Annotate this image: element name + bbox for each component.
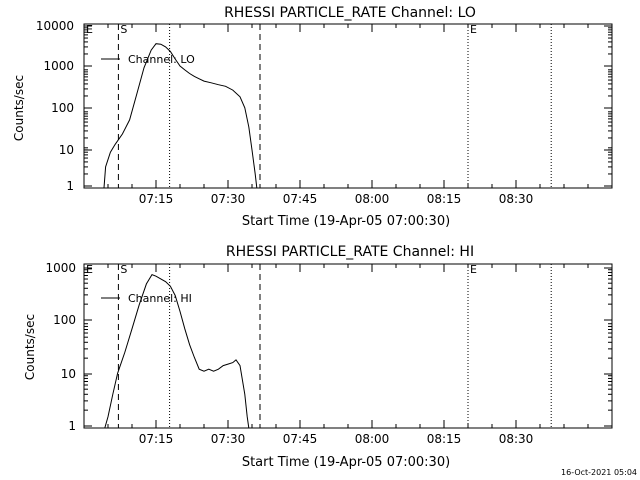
y-tick-label: 1: [66, 179, 74, 193]
y-tick-label: 1000: [43, 59, 74, 73]
x-tick-label: 08:30: [499, 192, 534, 206]
panel-hi-ylabel: Counts/sec: [23, 314, 37, 380]
panel-lo-title: RHESSI PARTICLE_RATE Channel: LO: [224, 5, 476, 21]
panel-hi-xlabel: Start Time (19-Apr-05 07:00:30): [242, 455, 450, 470]
panel-lo-ylabel: Counts/sec: [12, 75, 26, 141]
series-line-channel-hi: [104, 273, 250, 429]
event-marker-label: S: [120, 23, 127, 36]
x-tick-label: 08:00: [355, 192, 390, 206]
event-marker-label: E: [86, 23, 93, 36]
y-tick-label: 1: [68, 419, 76, 433]
panel-hi-title: RHESSI PARTICLE_RATE Channel: HI: [226, 244, 474, 260]
x-tick-label: 07:30: [211, 432, 246, 446]
event-marker-label: E: [470, 263, 477, 276]
series-line-channel-lo: [103, 43, 258, 188]
x-tick-label: 07:15: [139, 192, 174, 206]
x-tick-label: 08:00: [355, 432, 390, 446]
event-marker-label: E: [86, 263, 93, 276]
x-tick-label: 08:15: [427, 192, 462, 206]
panel-hi-legend-label: Channel: HI: [128, 292, 192, 305]
x-tick-label: 07:30: [211, 192, 246, 206]
y-tick-label: 1000: [45, 261, 76, 275]
x-tick-label: 07:45: [283, 192, 318, 206]
x-tick-label: 07:45: [283, 432, 318, 446]
panel-hi-plot-frame: [83, 263, 613, 429]
panel-lo-plot-frame: [83, 23, 613, 189]
y-tick-label: 10000: [36, 19, 74, 33]
panel-lo-series: [103, 43, 258, 188]
footer-timestamp: 16-Oct-2021 05:04: [561, 468, 637, 477]
panel-lo-xlabel: Start Time (19-Apr-05 07:00:30): [242, 214, 450, 229]
x-tick-label: 07:15: [139, 432, 174, 446]
panel-hi-ticks: 07:15 07:30 07:45 08:00 08:15 08:30 1 10 100 1000: [45, 261, 612, 446]
y-tick-label: 100: [51, 101, 74, 115]
panel-hi: RHESSI PARTICLE_RATE Channel: HI E S E 07:…: [23, 244, 613, 470]
panel-lo-ticks: 07:15 07:30 07:45 08:00 08:15 08:30 1 10 100 1000…: [36, 19, 612, 206]
x-tick-label: 08:30: [499, 432, 534, 446]
y-tick-label: 100: [53, 313, 76, 327]
panel-hi-series: [104, 273, 250, 429]
event-marker-label: S: [120, 263, 127, 276]
x-tick-label: 08:15: [427, 432, 462, 446]
y-tick-label: 10: [61, 367, 76, 381]
panel-lo-legend-label: Channel: LO: [128, 53, 195, 66]
panel-lo: RHESSI PARTICLE_RATE Channel: LO E S E 07:…: [12, 5, 613, 229]
y-tick-label: 10: [59, 143, 74, 157]
event-marker-label: E: [470, 23, 477, 36]
